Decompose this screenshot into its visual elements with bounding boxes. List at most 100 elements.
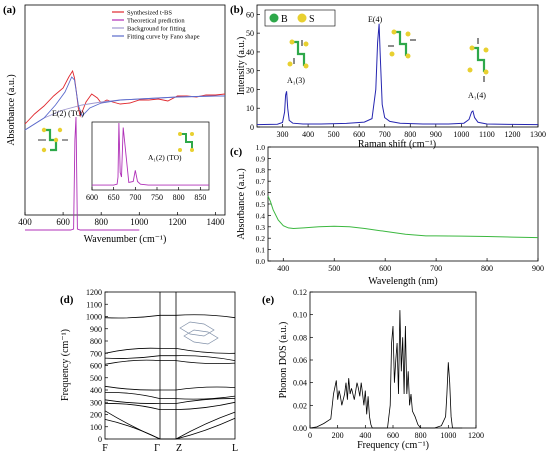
- panel-e-y-tick-label: 0.10: [293, 311, 307, 320]
- panel-b: (b) 300 400 500 600 700 800 900 1000 1100 1200 130…: [230, 4, 546, 150]
- panel-d-branch-2: [104, 355, 236, 361]
- panel-d-branch-4: [104, 385, 236, 391]
- panel-d-branch-9: [104, 417, 236, 440]
- panel-a-inset-frame: [91, 121, 210, 191]
- panel-c-y-tick-label: 1.0: [256, 143, 266, 152]
- panel-a: (a) 400 600 800 1000 1200 1400 Wavenumber (cm…: [3, 4, 226, 245]
- panel-c-x-tick-label: 600: [379, 264, 391, 273]
- panel-d-y-tick-label: 300: [90, 398, 102, 407]
- panel-b-series: [256, 23, 539, 126]
- panel-e-y-tick-label: 0.00: [293, 424, 307, 433]
- panel-c-y-tick-label: 0.0: [256, 257, 266, 266]
- panel-e-x-tick-label: 200: [332, 431, 344, 440]
- panel-d-label: (d): [60, 294, 74, 306]
- panel-a-x-tick-label: 1200: [168, 217, 187, 227]
- panel-d-branch-3: [104, 359, 236, 365]
- panel-a-legend-label-3: Fitting curve by Fano shape: [127, 34, 200, 41]
- panel-b-mode-icon-2: [388, 29, 416, 59]
- panel-d-y-tick-label: 1000: [86, 313, 102, 322]
- panel-c-xlabel: Wavelength (nm): [368, 276, 437, 287]
- panel-c-series: [267, 195, 539, 239]
- panel-a-series-line-0: [24, 69, 226, 125]
- panel-d-y-tick-label: 1100: [86, 300, 102, 309]
- panel-e-xlabel: Frequency (cm⁻¹): [357, 440, 429, 451]
- panel-e-y-tick-label: 0.06: [293, 356, 307, 365]
- panel-b-x-tick-label: 1300: [530, 130, 546, 139]
- panel-b-annotation-e4: E(4): [368, 15, 383, 24]
- panel-b-y-tick-label: 60: [246, 10, 254, 19]
- panel-d-y-tick-label: 100: [90, 423, 102, 432]
- panel-a-x-ticks: 400 600 800 1000 1200 1400: [18, 212, 225, 227]
- panel-a-legend-label-0: Synthesized t-BS: [127, 10, 172, 17]
- panel-c-y-tick-label: 0.3: [256, 223, 266, 232]
- panel-a-inset-series-line-0: [92, 122, 209, 186]
- panel-d-y-tick-label: 400: [90, 386, 102, 395]
- panel-a-inset-x-tick-label: 850: [194, 193, 206, 202]
- panel-a-x-tick-label: 1400: [206, 217, 225, 227]
- panel-d-y-tick-label: 500: [90, 374, 102, 383]
- panel-c-x-tick-label: 500: [328, 264, 340, 273]
- panel-c-y-tick-label: 0.5: [256, 200, 266, 209]
- panel-b-x-tick-label: 300: [277, 130, 289, 139]
- panel-c-ticks: 400 500 600 700 800 900 0.0 0.1 0.2 0.3 0.4 0.5 0.6 0…: [256, 143, 544, 273]
- panel-d-frame: [104, 291, 236, 440]
- panel-a-x-tick-label: 600: [56, 217, 70, 227]
- panel-b-x-tick-label: 800: [404, 130, 416, 139]
- panel-c-x-tick-label: 800: [481, 264, 493, 273]
- panel-d-ticks: 0 100 200 300 400 500 600 700 800 900 1000 1100 1200…: [86, 288, 238, 454]
- panel-d-y-tick-label: 700: [90, 349, 102, 358]
- panel-e-series: [309, 310, 463, 429]
- panel-a-label: (a): [3, 4, 16, 16]
- panel-d-branch-7: [104, 401, 236, 410]
- panel-b-frame: [256, 4, 539, 128]
- panel-a-x-tick-label: 400: [18, 217, 32, 227]
- panel-c-y-tick-label: 0.6: [256, 189, 266, 198]
- panel-d-branch-0: [104, 314, 236, 319]
- panel-a-x-tick-label: 800: [94, 217, 108, 227]
- panel-b-y-tick-label: 40: [246, 48, 254, 57]
- panel-c-x-tick-label: 900: [532, 264, 544, 273]
- panel-e-y-tick-label: 0.02: [293, 401, 307, 410]
- panel-d-branch-1: [104, 347, 236, 354]
- panel-a-inset-x-tick-label: 700: [129, 193, 141, 202]
- panel-b-x-tick-label: 1000: [453, 130, 469, 139]
- panel-d-y-tick-label: 1200: [86, 288, 102, 297]
- panel-d: (d) 0 100 200 300 400 500 600 700 800 900 1000 1100…: [60, 288, 238, 454]
- panel-b-x-tick-label: 600: [353, 130, 365, 139]
- panel-d-structure-icon: [179, 321, 219, 345]
- panel-a-annotation-e2: E(2) (TO): [52, 109, 84, 118]
- sulfur-atom-icon: [297, 13, 307, 23]
- panel-b-y-tick-label: 0: [250, 123, 254, 132]
- panel-b-mode-icon-3: [467, 38, 489, 82]
- panel-e-y-tick-label: 0.12: [293, 288, 307, 297]
- boron-atom-icon: [269, 13, 279, 23]
- panel-b-x-tick-label: 1200: [504, 130, 520, 139]
- panel-a-inset-molecule-icon: [178, 132, 194, 152]
- panel-c-y-tick-label: 0.2: [256, 234, 266, 243]
- panel-a-series-line-1: [25, 116, 140, 231]
- panel-a-inset-x-tick-label: 600: [86, 193, 98, 202]
- panel-a-frame: [24, 4, 226, 216]
- panel-d-y-tick-label: 600: [90, 362, 102, 371]
- panel-c-y-tick-label: 0.8: [256, 166, 266, 175]
- panel-b-x-tick-label: 400: [302, 130, 314, 139]
- panel-b-y-tick-label: 10: [246, 104, 254, 113]
- panel-e-x-tick-label: 1200: [468, 431, 484, 440]
- panel-e-ylabel: Phonon DOS (a.u.): [278, 322, 289, 399]
- panel-d-ylabel: Frequency (cm⁻¹): [60, 329, 71, 401]
- panel-c-x-tick-label: 400: [277, 264, 289, 273]
- panel-b-x-tick-label: 700: [379, 130, 391, 139]
- legend-s: S: [309, 14, 315, 25]
- panel-a-series-line-3: [24, 76, 225, 131]
- panel-b-mode-icon-1: [287, 39, 309, 69]
- panel-d-y-tick-label: 200: [90, 411, 102, 420]
- panel-b-xlabel: Raman shift (cm⁻¹): [358, 139, 436, 150]
- panel-d-x-tick-label: L: [232, 443, 238, 454]
- panel-a-inset-x-tick-label: 750: [151, 193, 163, 202]
- panel-b-x-tick-label: 900: [430, 130, 442, 139]
- panel-c-label: (c): [230, 146, 243, 158]
- panel-c-x-tick-label: 700: [430, 264, 442, 273]
- panel-b-label: (b): [230, 4, 244, 16]
- panel-c-frame: [267, 146, 539, 262]
